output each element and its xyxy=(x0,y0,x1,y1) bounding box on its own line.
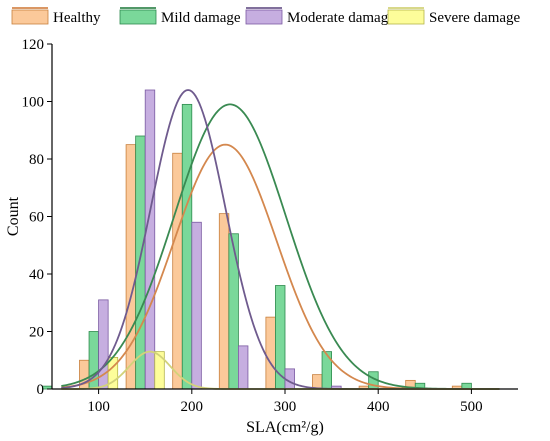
x-tick-label-200: 200 xyxy=(181,399,204,415)
legend-swatch-healthy xyxy=(11,9,49,25)
legend-label-healthy: Healthy xyxy=(53,10,101,26)
legend-swatch-mild-damage xyxy=(119,9,157,25)
bar-mild-damage-150 xyxy=(135,135,146,390)
legend-label-mild-damage: Mild damage xyxy=(161,10,241,26)
bars-layer xyxy=(42,89,472,390)
ticks-layer: 100 200 300 400 500 0 20 40 60 80 100 120 xyxy=(22,37,483,415)
bar-mild-damage-250 xyxy=(228,233,239,390)
x-tick-label-500: 500 xyxy=(460,399,483,415)
x-tick-label-400: 400 xyxy=(367,399,390,415)
y-tick-label-60: 60 xyxy=(29,210,44,226)
bar-healthy-300 xyxy=(265,316,276,390)
legend: Healthy Mild damage Moderate damage Severe … xyxy=(11,7,521,26)
bar-moderate-damage-250 xyxy=(237,345,249,390)
y-tick-label-40: 40 xyxy=(29,267,44,283)
bar-moderate-damage-200 xyxy=(191,221,202,390)
bar-healthy-200 xyxy=(172,152,183,390)
legend-swatch-severe-damage xyxy=(387,9,425,25)
bar-healthy-250 xyxy=(218,213,230,390)
y-tick-label-20: 20 xyxy=(29,325,44,341)
y-axis-title: Count xyxy=(5,196,22,236)
bar-mild-damage-200 xyxy=(181,103,193,390)
y-tick-label-0: 0 xyxy=(37,382,45,398)
x-axis-title: SLA(cm²/g) xyxy=(246,419,324,436)
y-tick-label-100: 100 xyxy=(22,95,45,111)
legend-label-severe-damage: Severe damage xyxy=(429,10,521,26)
y-tick-label-80: 80 xyxy=(29,152,44,168)
x-tick-label-300: 300 xyxy=(274,399,297,415)
bar-healthy-150 xyxy=(125,144,137,390)
bar-mild-damage-300 xyxy=(275,285,286,390)
legend-label-moderate-damage: Moderate damage xyxy=(287,10,395,26)
y-tick-label-120: 120 xyxy=(22,37,45,53)
bar-mild-damage-350 xyxy=(321,351,332,390)
legend-swatch-moderate-damage xyxy=(245,9,283,25)
bar-moderate-damage-150 xyxy=(144,89,156,390)
bar-healthy-350 xyxy=(312,374,323,390)
x-tick-label-100: 100 xyxy=(87,399,110,415)
